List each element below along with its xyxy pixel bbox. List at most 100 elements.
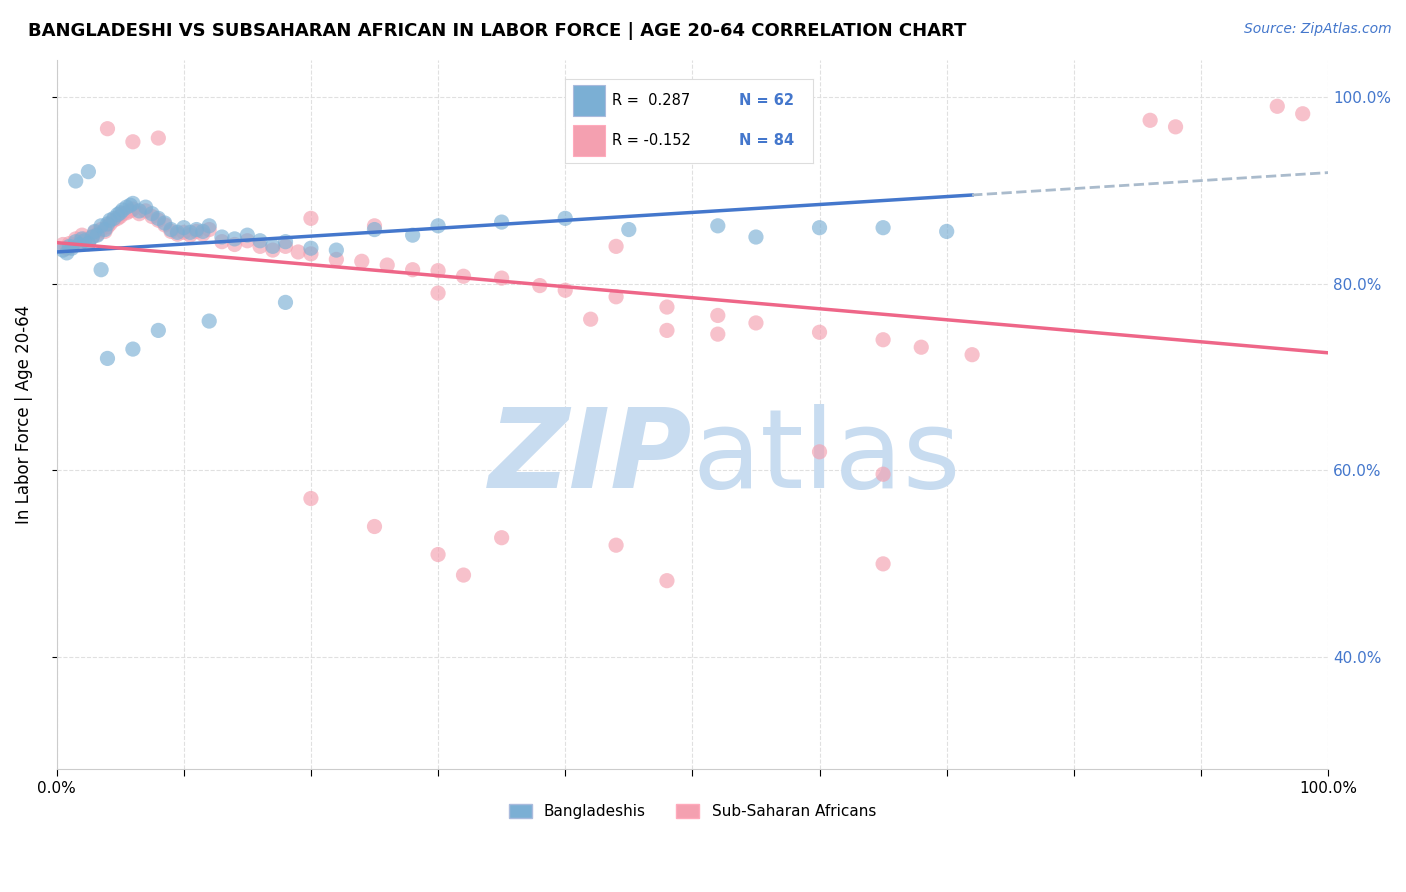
Point xyxy=(236,234,259,248)
Point xyxy=(1292,107,1315,121)
Point xyxy=(375,258,398,272)
Point xyxy=(605,290,627,304)
Point xyxy=(350,254,373,268)
Point xyxy=(363,222,385,236)
Y-axis label: In Labor Force | Age 20-64: In Labor Force | Age 20-64 xyxy=(15,305,32,524)
Point xyxy=(249,239,271,253)
Point xyxy=(427,263,450,277)
Point xyxy=(605,239,627,253)
Point xyxy=(107,208,129,222)
Point xyxy=(122,196,145,211)
Point xyxy=(262,239,284,253)
Point xyxy=(198,222,221,236)
Point xyxy=(148,211,170,226)
Point xyxy=(1139,113,1161,128)
Point xyxy=(872,467,894,482)
Point xyxy=(491,215,513,229)
Point xyxy=(69,235,91,249)
Point xyxy=(153,218,176,232)
Point xyxy=(58,239,80,253)
Point xyxy=(325,252,347,267)
Point xyxy=(299,247,322,261)
Point xyxy=(86,228,108,243)
Point xyxy=(111,207,134,221)
Point xyxy=(65,232,87,246)
Point xyxy=(179,225,201,239)
Point xyxy=(707,327,730,342)
Point xyxy=(96,217,118,231)
Point xyxy=(554,211,576,226)
Point xyxy=(173,225,195,239)
Point xyxy=(605,538,627,552)
Point xyxy=(299,241,322,255)
Point xyxy=(148,213,170,227)
Point xyxy=(249,234,271,248)
Point xyxy=(55,246,77,260)
Text: atlas: atlas xyxy=(692,403,960,510)
Point xyxy=(224,232,246,246)
Point xyxy=(108,210,131,224)
Text: Source: ZipAtlas.com: Source: ZipAtlas.com xyxy=(1244,22,1392,37)
Point xyxy=(94,222,117,236)
Point xyxy=(1164,120,1187,134)
Point xyxy=(274,239,297,253)
Point xyxy=(211,235,233,249)
Point xyxy=(58,236,80,251)
Point xyxy=(90,222,112,236)
Point xyxy=(60,239,83,253)
Point xyxy=(325,243,347,257)
Point xyxy=(107,211,129,226)
Point xyxy=(453,269,475,284)
Point xyxy=(52,243,75,257)
Point xyxy=(617,222,640,236)
Point xyxy=(960,348,983,362)
Point xyxy=(90,262,112,277)
Point xyxy=(148,323,170,337)
Point xyxy=(287,244,309,259)
Point xyxy=(191,224,214,238)
Point xyxy=(166,225,188,239)
Point xyxy=(299,211,322,226)
Point xyxy=(935,224,957,238)
Point xyxy=(872,557,894,571)
Point xyxy=(65,174,87,188)
Point xyxy=(135,200,157,214)
Point xyxy=(808,445,831,459)
Point xyxy=(96,219,118,234)
Point xyxy=(115,206,138,220)
Point xyxy=(82,230,104,244)
Point xyxy=(128,207,150,221)
Point xyxy=(173,220,195,235)
Point xyxy=(427,548,450,562)
Point xyxy=(128,203,150,218)
Point xyxy=(70,228,93,243)
Point xyxy=(73,232,96,246)
Point xyxy=(427,286,450,301)
Point xyxy=(179,228,201,243)
Point xyxy=(103,211,125,226)
Point xyxy=(86,227,108,242)
Point xyxy=(77,164,100,178)
Point xyxy=(69,237,91,252)
Point xyxy=(274,235,297,249)
Point xyxy=(707,219,730,233)
Point xyxy=(148,131,170,145)
Point xyxy=(262,243,284,257)
Point xyxy=(453,568,475,582)
Point xyxy=(77,236,100,251)
Point xyxy=(60,241,83,255)
Text: ZIP: ZIP xyxy=(489,403,692,510)
Point xyxy=(274,295,297,310)
Point xyxy=(198,219,221,233)
Point xyxy=(52,237,75,252)
Point xyxy=(141,207,163,221)
Point xyxy=(83,225,105,239)
Point xyxy=(808,220,831,235)
Point xyxy=(120,198,142,212)
Point xyxy=(160,222,183,236)
Point xyxy=(707,309,730,323)
Point xyxy=(96,351,118,366)
Point xyxy=(655,300,678,314)
Point xyxy=(191,227,214,242)
Point xyxy=(120,203,142,218)
